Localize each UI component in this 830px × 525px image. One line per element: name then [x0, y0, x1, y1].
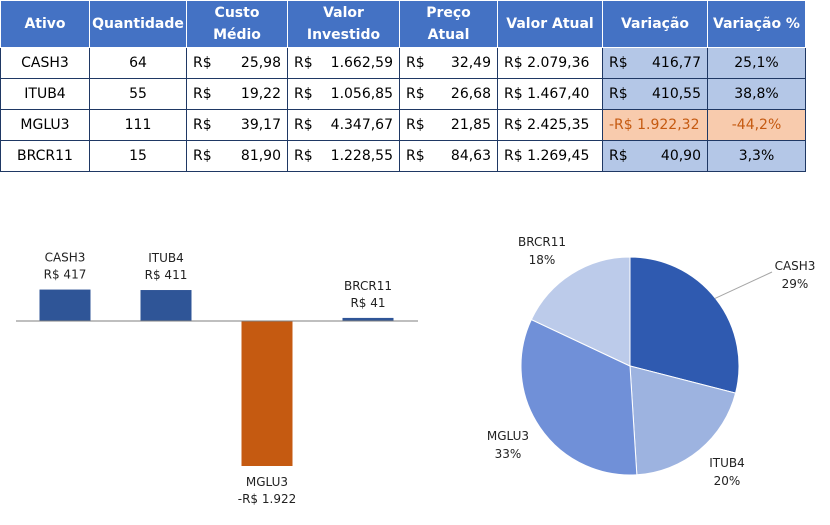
cell-preco-atual: R$ 84,63 [399, 140, 498, 172]
column-header: Variação [602, 0, 708, 48]
bar-value-label: R$ 41 [350, 296, 385, 310]
table-body: CASH3 64 R$ 25,98 R$ 1.662,59 R$ 32,49 R$ 2.079,… [0, 47, 806, 172]
pie-category-label: MGLU3 [487, 429, 529, 443]
pie-percent-label: 20% [714, 474, 741, 488]
bar-category-label: ITUB4 [148, 251, 184, 265]
cell-variacao-pct: 3,3% [707, 140, 806, 172]
bar-value-label: -R$ 1.922 [238, 492, 296, 506]
pie-leader-line [714, 271, 773, 299]
cell-variacao-pct: -44,2% [707, 109, 806, 141]
bar-category-label: BRCR11 [344, 279, 392, 293]
cell-quantidade: 15 [89, 140, 187, 172]
cell-quantidade: 55 [89, 78, 187, 110]
bar-category-label: CASH3 [45, 251, 86, 265]
cell-valor-atual: R$ 1.467,40 [497, 78, 603, 110]
table-row: BRCR11 15 R$ 81,90 R$ 1.228,55 R$ 84,63 R$ 1.269… [0, 140, 806, 172]
cell-variacao: R$ 40,90 [602, 140, 708, 172]
table-header-row: Ativo Quantidade Custo Médio Valor Investido P… [0, 0, 806, 48]
cell-valor-atual: R$ 2.079,36 [497, 47, 603, 79]
pie-slice-brcr11 [530, 256, 631, 367]
pie-slice-cash3 [629, 256, 740, 394]
cell-ativo: BRCR11 [0, 140, 90, 172]
cell-preco-atual: R$ 26,68 [399, 78, 498, 110]
bar-itub4 [140, 290, 192, 321]
column-header: Variação % [707, 0, 806, 48]
bar-value-label: R$ 417 [44, 268, 87, 282]
table-row: ITUB4 55 R$ 19,22 R$ 1.056,85 R$ 26,68 R$ 1.467,… [0, 78, 806, 110]
pie-slice-mglu3 [520, 318, 638, 476]
pie-slice-itub4 [629, 365, 737, 476]
cell-variacao-pct: 38,8% [707, 78, 806, 110]
cell-ativo: MGLU3 [0, 109, 90, 141]
cell-preco-atual: R$ 32,49 [399, 47, 498, 79]
column-header: Valor Investido [287, 0, 400, 48]
table-row: CASH3 64 R$ 25,98 R$ 1.662,59 R$ 32,49 R$ 2.079,… [0, 47, 806, 79]
pie-percent-label: 18% [529, 253, 556, 267]
cell-variacao: R$ 410,55 [602, 78, 708, 110]
cell-custo-medio: R$ 39,17 [186, 109, 288, 141]
cell-variacao: -R$ 1.922,32 [602, 109, 708, 141]
bar-brcr11 [342, 317, 394, 321]
bar-cash3 [39, 289, 91, 321]
cell-variacao: R$ 416,77 [602, 47, 708, 79]
pie-percent-label: 29% [782, 277, 809, 291]
portfolio-table: Ativo Quantidade Custo Médio Valor Investido P… [0, 0, 806, 172]
column-header: Valor Atual [497, 0, 603, 48]
cell-valor-atual: R$ 1.269,45 [497, 140, 603, 172]
table-row: MGLU3 111 R$ 39,17 R$ 4.347,67 R$ 21,85 R$ 2.425… [0, 109, 806, 141]
bar-mglu3 [241, 321, 293, 466]
column-header: Preço Atual [399, 0, 498, 48]
pie-category-label: BRCR11 [518, 235, 566, 249]
cell-custo-medio: R$ 19,22 [186, 78, 288, 110]
cell-valor-investido: R$ 4.347,67 [287, 109, 400, 141]
pie-percent-label: 33% [495, 447, 522, 461]
cell-preco-atual: R$ 21,85 [399, 109, 498, 141]
bar-value-label: R$ 411 [145, 268, 188, 282]
cell-ativo: CASH3 [0, 47, 90, 79]
cell-custo-medio: R$ 25,98 [186, 47, 288, 79]
pie-category-label: ITUB4 [709, 456, 745, 470]
column-header: Ativo [0, 0, 90, 48]
bar-category-label: MGLU3 [246, 475, 288, 489]
pie-category-label: CASH3 [775, 259, 816, 273]
